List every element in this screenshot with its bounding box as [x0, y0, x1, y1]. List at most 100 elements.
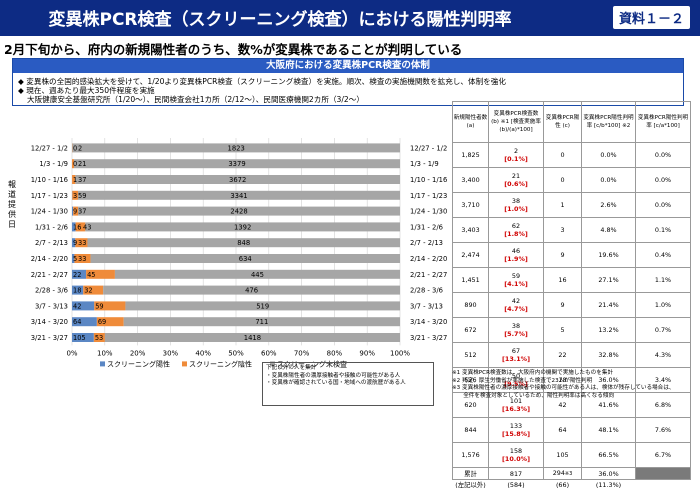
category-label-right: 3/14 - 3/20	[410, 318, 447, 326]
category-label-left: 2/21 - 2/27	[31, 271, 68, 279]
cell-new-positives: 1,451	[453, 268, 489, 293]
cell-rate-c-a: 0.0%	[636, 168, 691, 193]
cell-pcr-tests: 46[1.9%]	[489, 243, 544, 268]
legend-swatch	[100, 361, 105, 366]
notes-box-line: ・変異株陽性者の濃厚接触者や接触の可能性がある人	[266, 373, 430, 381]
data-label-positive: 18	[73, 287, 81, 295]
category-label-left: 1/17 - 1/23	[31, 192, 68, 200]
pcr-test-count: 2	[489, 147, 543, 155]
cell-pcr-positives: 1	[544, 193, 582, 218]
cell-pcr-positives: 105	[544, 443, 582, 468]
notes-box-line: 下記以外の人を集計	[266, 365, 430, 373]
prior-positives: (66)	[544, 480, 582, 490]
cell-pcr-tests: 38[1.0%]	[489, 193, 544, 218]
cell-rate-c-a: 0.7%	[636, 318, 691, 343]
pcr-test-count: 38	[489, 322, 543, 330]
category-label-left: 2/14 - 2/20	[31, 255, 68, 263]
cell-new-positives: 2,474	[453, 243, 489, 268]
category-label-right: 2/7 - 2/13	[410, 239, 443, 247]
category-label-right: 2/14 - 2/20	[410, 255, 447, 263]
x-tick-label: 50%	[228, 349, 244, 357]
data-label-negative: 21	[78, 160, 86, 168]
category-label-right: 12/27 - 1/2	[410, 144, 447, 152]
category-label-right: 1/31 - 2/6	[410, 223, 443, 231]
system-line-3: 大阪健康安全基盤研究所（1/20～）、民間検査会社1カ所（2/12～）、民間医療…	[27, 94, 364, 105]
header-bar: 変異株PCR検査（スクリーニング検査）における陽性判明率 資料１－２	[0, 0, 700, 36]
cell-pcr-tests: 59[4.1%]	[489, 268, 544, 293]
cell-rate-c-a: 0.4%	[636, 243, 691, 268]
cell-rate-c-a: 1.0%	[636, 293, 691, 318]
data-label-positive: 1	[73, 176, 77, 184]
cell-new-positives: 1,825	[453, 143, 489, 168]
x-tick-label: 60%	[261, 349, 277, 357]
header-pcr-tests: 変異株PCR検査数 (b) ※1 [検査実施率(b)/(a)*100]	[489, 102, 544, 143]
category-label-right: 1/3 - 1/9	[410, 160, 439, 168]
data-label-positive: 5	[73, 255, 77, 263]
data-label-positive: 42	[73, 302, 81, 310]
pcr-test-rate: [1.0%]	[489, 205, 543, 213]
stacked-bar-chart: 0%10%20%30%40%50%60%70%80%90%100%12/27 -…	[0, 130, 452, 390]
footnote-4: 全件を検査対象としているため、陽性判明率は高くなる傾向	[452, 393, 698, 401]
notes-box-line: ・変異株が確認されている国・地域への渡航歴がある人	[266, 380, 430, 388]
cell-rate-c-b: 32.8%	[582, 343, 636, 368]
total-label: 累計	[453, 468, 489, 480]
legend-label: スクリーニング陽性	[107, 359, 170, 368]
category-label-right: 1/24 - 1/30	[410, 208, 447, 216]
total-tests: 817	[489, 468, 544, 480]
data-label-positive: 16	[73, 223, 81, 231]
category-label-left: 1/10 - 1/16	[31, 176, 68, 184]
data-label-negative: 43	[83, 223, 91, 231]
notes-box: 下記以外の人を集計 ・変異株陽性者の濃厚接触者や接触の可能性がある人 ・変異株が…	[262, 362, 434, 406]
category-label-right: 1/10 - 1/16	[410, 176, 447, 184]
cell-pcr-positives: 9	[544, 293, 582, 318]
data-label-negative: 69	[98, 318, 106, 326]
cell-pcr-positives: 0	[544, 168, 582, 193]
cell-rate-c-b: 21.4%	[582, 293, 636, 318]
pcr-test-count: 42	[489, 297, 543, 305]
pcr-test-rate: [15.8%]	[489, 430, 543, 438]
category-label-left: 3/14 - 3/20	[31, 318, 68, 326]
pcr-test-count: 158	[489, 447, 543, 455]
total-positives-note: ※3	[565, 471, 572, 477]
category-label-left: 2/28 - 3/6	[35, 287, 68, 295]
data-label-untested: 445	[251, 271, 264, 279]
data-label-untested: 2428	[230, 208, 247, 216]
data-label-untested: 1392	[234, 223, 251, 231]
header-pcr-positives: 変異株PCR陽性 (c)	[544, 102, 582, 143]
cell-rate-c-a: 7.6%	[636, 418, 691, 443]
cell-new-positives: 1,576	[453, 443, 489, 468]
x-tick-label: 10%	[97, 349, 113, 357]
cell-pcr-tests: 133[15.8%]	[489, 418, 544, 443]
x-tick-label: 70%	[294, 349, 310, 357]
data-label-negative: 59	[78, 192, 86, 200]
total-blank	[636, 468, 691, 480]
cell-pcr-positives: 3	[544, 218, 582, 243]
cell-new-positives: 512	[453, 343, 489, 368]
pcr-test-count: 133	[489, 422, 543, 430]
x-tick-label: 80%	[327, 349, 343, 357]
category-label-left: 1/3 - 1/9	[39, 160, 68, 168]
cell-rate-c-a: 0.0%	[636, 193, 691, 218]
cell-rate-c-a: 0.0%	[636, 143, 691, 168]
data-label-untested: 3672	[229, 176, 246, 184]
data-label-negative: 53	[95, 334, 103, 342]
footnote-2: ※2 判定、厚生労働省が実施した検査で23人が陽性判明	[452, 378, 698, 386]
data-label-positive: 3	[73, 192, 77, 200]
data-label-untested: 3379	[228, 160, 245, 168]
cell-rate-c-a: 4.3%	[636, 343, 691, 368]
cell-new-positives: 3,403	[453, 218, 489, 243]
data-label-untested: 476	[245, 287, 258, 295]
pcr-test-rate: [1.8%]	[489, 230, 543, 238]
cell-rate-c-b: 0.0%	[582, 143, 636, 168]
cell-pcr-tests: 21[0.6%]	[489, 168, 544, 193]
data-label-positive: 0	[73, 160, 77, 168]
category-label-left: 3/7 - 3/13	[35, 302, 68, 310]
category-label-right: 1/17 - 1/23	[410, 192, 447, 200]
cell-pcr-tests: 67[13.1%]	[489, 343, 544, 368]
cell-rate-c-b: 0.0%	[582, 168, 636, 193]
